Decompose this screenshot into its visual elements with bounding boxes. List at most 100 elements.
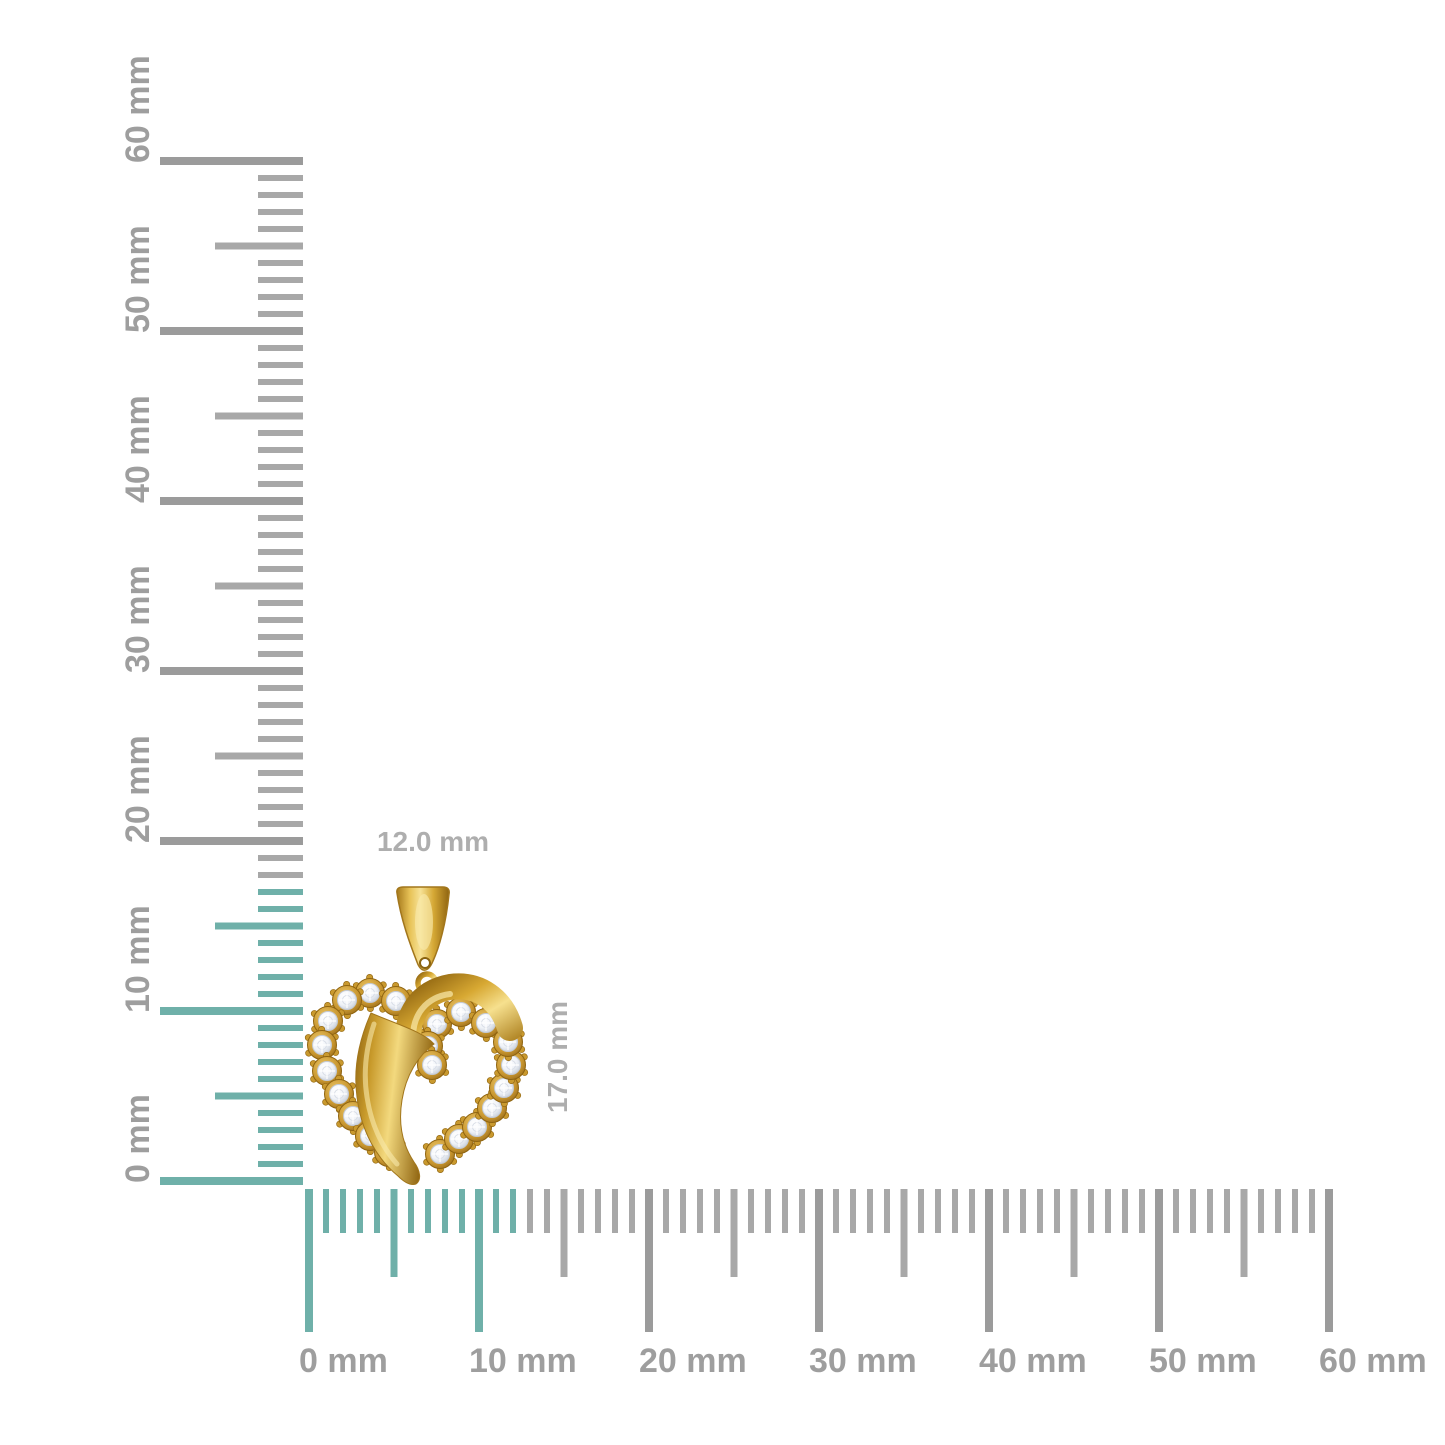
v-tick-12mm [258,974,303,980]
h-tick-39mm [969,1189,975,1233]
diamond-sparkle [345,1108,361,1124]
h-tick-12mm [510,1189,516,1233]
h-tick-0mm [305,1189,313,1332]
v-tick-25mm [215,752,303,760]
h-tick-20mm [645,1189,653,1332]
v-tick-4mm [258,1110,303,1116]
v-tick-28mm [258,702,303,708]
h-tick-5mm [390,1189,398,1277]
v-tick-16mm [258,906,303,912]
h-tick-41mm [1003,1189,1009,1233]
diamond-sparkle [331,1086,347,1102]
diamond-sparkle [339,992,355,1008]
v-tick-46mm [258,396,303,402]
v-tick-1mm [258,1161,303,1167]
h-ruler-label: 50 mm [1149,1342,1257,1380]
v-tick-35mm [215,582,303,590]
v-tick-36mm [258,566,303,572]
h-ruler-label: 40 mm [979,1342,1087,1380]
h-tick-2mm [340,1189,346,1233]
v-tick-43mm [258,447,303,453]
v-ruler-label: 20 mm [119,735,157,843]
h-tick-51mm [1173,1189,1179,1233]
v-tick-60mm [160,157,303,165]
pendant-gold-swoosh [355,1012,435,1185]
v-tick-3mm [258,1127,303,1133]
h-ruler-label: 0 mm [299,1342,388,1380]
h-tick-26mm [748,1189,754,1233]
v-tick-2mm [258,1144,303,1150]
h-tick-24mm [714,1189,720,1233]
h-tick-32mm [850,1189,856,1233]
h-tick-6mm [408,1189,414,1233]
h-tick-55mm [1240,1189,1248,1277]
h-tick-29mm [799,1189,805,1233]
diamond-sparkle [432,1146,448,1162]
diamond-sparkle [314,1037,330,1053]
h-tick-50mm [1155,1189,1163,1332]
h-tick-34mm [884,1189,890,1233]
v-tick-14mm [258,940,303,946]
h-tick-35mm [900,1189,908,1277]
v-tick-17mm [258,889,303,895]
v-ruler-label: 10 mm [119,905,157,1013]
v-tick-44mm [258,430,303,436]
v-tick-5mm [215,1092,303,1100]
h-tick-59mm [1309,1189,1315,1233]
h-tick-44mm [1054,1189,1060,1233]
v-tick-21mm [258,821,303,827]
h-tick-22mm [680,1189,686,1233]
v-tick-41mm [258,481,303,487]
height-dimension-label: 17.0 mm [542,1001,573,1113]
diamond-sparkle [362,985,378,1001]
pendant-gold-crescent [395,973,523,1062]
v-tick-34mm [258,600,303,606]
v-ruler-label: 30 mm [119,565,157,673]
vertical-ruler-mm: 0 mm 10 mm 20 mm 30 mm 40 mm 50 mm 60 mm [119,55,303,1185]
h-tick-14mm [544,1189,550,1233]
diamond-sparkle [429,1016,445,1032]
diamond-sparkle [496,1080,512,1096]
v-tick-39mm [258,515,303,521]
h-tick-19mm [629,1189,635,1233]
pendant-diamond [441,1120,477,1158]
diamond-sparkle [469,1119,485,1135]
v-tick-8mm [258,1042,303,1048]
h-ruler-label: 10 mm [469,1342,577,1380]
v-tick-42mm [258,464,303,470]
h-tick-49mm [1139,1189,1145,1233]
h-tick-11mm [493,1189,499,1233]
h-tick-48mm [1122,1189,1128,1233]
h-tick-53mm [1207,1189,1213,1233]
pendant-photo [304,886,529,1185]
diamond-sparkle [320,1013,336,1029]
v-tick-27mm [258,719,303,725]
h-tick-18mm [612,1189,618,1233]
v-ruler-label: 40 mm [119,395,157,503]
h-tick-47mm [1105,1189,1111,1233]
v-tick-10mm [160,1007,303,1015]
v-tick-18mm [258,872,303,878]
h-tick-7mm [425,1189,431,1233]
bail-highlight [415,894,433,950]
h-tick-33mm [867,1189,873,1233]
v-tick-20mm [160,837,303,845]
h-tick-37mm [935,1189,941,1233]
v-tick-45mm [215,412,303,420]
h-tick-43mm [1037,1189,1043,1233]
h-tick-21mm [663,1189,669,1233]
h-tick-8mm [442,1189,448,1233]
h-tick-31mm [833,1189,839,1233]
bail-hole [419,957,431,969]
h-ruler-label: 30 mm [809,1342,917,1380]
v-tick-56mm [258,226,303,232]
h-tick-15mm [560,1189,568,1277]
h-ruler-label: 20 mm [639,1342,747,1380]
v-ruler-label: 0 mm [119,1094,157,1183]
diamond-sparkle [484,1100,500,1116]
v-tick-13mm [258,957,303,963]
h-tick-45mm [1070,1189,1078,1277]
v-tick-31mm [258,651,303,657]
v-tick-38mm [258,532,303,538]
v-tick-30mm [160,667,303,675]
